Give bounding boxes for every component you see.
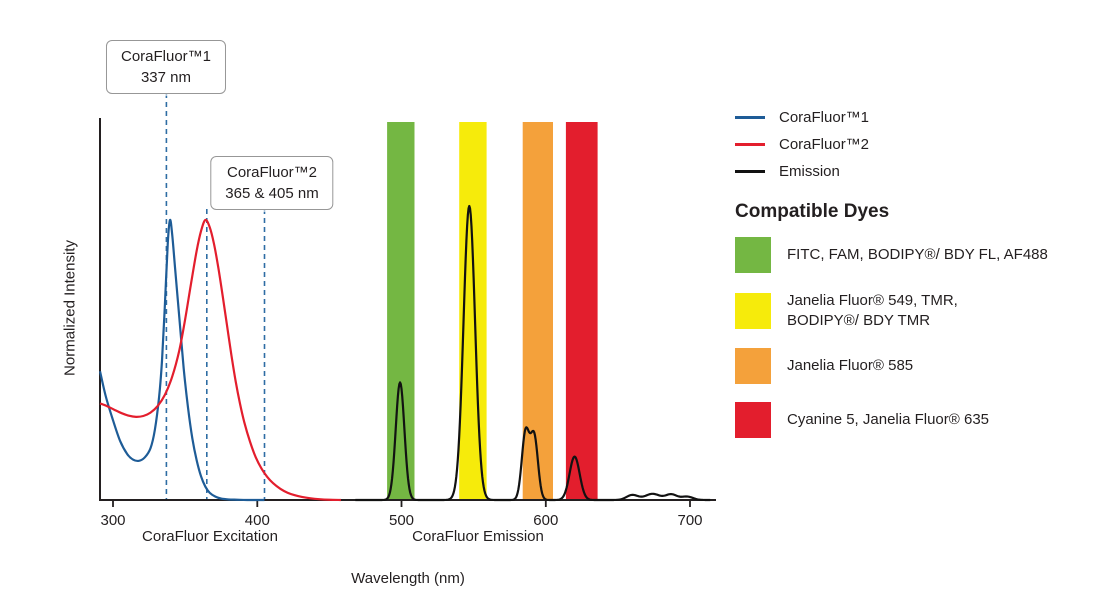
x-tick-label: 400 xyxy=(245,512,270,529)
legend-label-corafluor2: CoraFluor™2 xyxy=(779,136,870,153)
callout-corafluor2-value: 365 & 405 nm xyxy=(225,185,319,202)
band-orange xyxy=(522,122,553,499)
curve-corafluor2 xyxy=(99,218,341,502)
legend-line-swatch-corafluor2 xyxy=(735,143,765,146)
dye-label-line: FITC, FAM, BODIPY®/ BDY FL, AF488 xyxy=(787,246,1048,264)
dye-label-line: Janelia Fluor® 549, TMR, xyxy=(787,292,958,309)
dye-label-line: Janelia Fluor® 585 xyxy=(787,357,914,375)
legend-item-corafluor1: CoraFluor™1 xyxy=(735,104,1100,131)
compatible-dyes-title: Compatible Dyes xyxy=(735,201,890,222)
dye-swatch-red xyxy=(735,402,771,438)
dye-item-yellow: Janelia Fluor® 549, TMR, BODIPY®/ BDY TMR xyxy=(735,291,1100,330)
callout-corafluor1: CoraFluor™1 337 nm xyxy=(105,40,227,94)
callout-corafluor1-value: 337 nm xyxy=(140,69,192,86)
dye-swatch-green xyxy=(735,237,771,273)
excitation-axis-label: CoraFluor Excitation xyxy=(142,528,278,545)
x-axis-label: Wavelength (nm) xyxy=(351,570,465,587)
compatible-dyes-list: FITC, FAM, BODIPY®/ BDY FL, AF488 Janelia… xyxy=(735,237,1100,438)
dye-item-orange: Janelia Fluor® 585 xyxy=(735,348,1100,384)
legend-item-emission: Emission xyxy=(735,158,1100,185)
band-red xyxy=(565,122,598,499)
dye-item-red: Cyanine 5, Janelia Fluor® 635 xyxy=(735,402,1100,438)
legend-series-list: CoraFluor™1 CoraFluor™2 Emission xyxy=(735,104,1100,185)
x-tick-label: 500 xyxy=(389,512,414,529)
legend-label-emission: Emission xyxy=(779,163,840,180)
x-tick-label: 600 xyxy=(533,512,558,529)
x-tick-label: 700 xyxy=(677,512,702,529)
legend: CoraFluor™1 CoraFluor™2 Emission Compatibl… xyxy=(735,104,1100,456)
callout-corafluor2-title: CoraFluor™2 xyxy=(226,164,318,181)
dye-item-green: FITC, FAM, BODIPY®/ BDY FL, AF488 xyxy=(735,237,1100,273)
dye-label-orange: Janelia Fluor® 585 xyxy=(787,356,913,376)
dye-label-yellow: Janelia Fluor® 549, TMR, BODIPY®/ BDY TMR xyxy=(787,291,958,330)
curve-corafluor1 xyxy=(98,218,265,502)
legend-line-swatch-emission xyxy=(735,170,765,173)
legend-label-corafluor1: CoraFluor™1 xyxy=(779,109,870,126)
dye-label-red: Cyanine 5, Janelia Fluor® 635 xyxy=(787,410,989,430)
emission-axis-label: CoraFluor Emission xyxy=(412,528,544,545)
dye-label-line: Cyanine 5, Janelia Fluor® 635 xyxy=(787,411,990,429)
dye-label-green: FITC, FAM, BODIPY®/ BDY FL, AF488 xyxy=(787,245,1048,265)
band-green xyxy=(387,122,415,499)
dye-swatch-yellow xyxy=(735,292,771,329)
y-axis-label: Normalized Intensity xyxy=(61,240,79,376)
dye-label-line: BODIPY®/ BDY TMR xyxy=(787,311,931,329)
dye-swatch-orange xyxy=(735,348,771,384)
legend-line-swatch-corafluor1 xyxy=(735,116,765,119)
x-tick-label: 300 xyxy=(100,512,125,529)
callout-corafluor1-title: CoraFluor™1 xyxy=(120,48,212,65)
curve-emission xyxy=(354,204,711,502)
callout-corafluor2: CoraFluor™2 365 & 405 nm xyxy=(210,156,334,210)
legend-item-corafluor2: CoraFluor™2 xyxy=(735,131,1100,158)
